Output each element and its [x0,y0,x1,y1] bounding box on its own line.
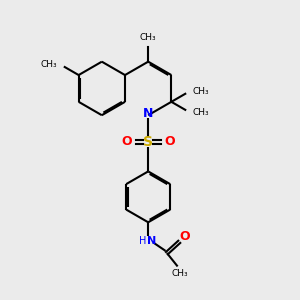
Text: H: H [139,236,146,246]
Text: CH₃: CH₃ [140,33,157,42]
Text: CH₃: CH₃ [40,60,57,69]
Text: N: N [147,236,156,246]
Text: N: N [143,107,153,120]
Text: CH₃: CH₃ [193,87,209,96]
Text: O: O [180,230,190,244]
Text: S: S [143,135,153,149]
Text: CH₃: CH₃ [193,108,209,117]
Text: O: O [122,136,132,148]
Text: O: O [164,136,175,148]
Text: CH₃: CH₃ [172,269,188,278]
